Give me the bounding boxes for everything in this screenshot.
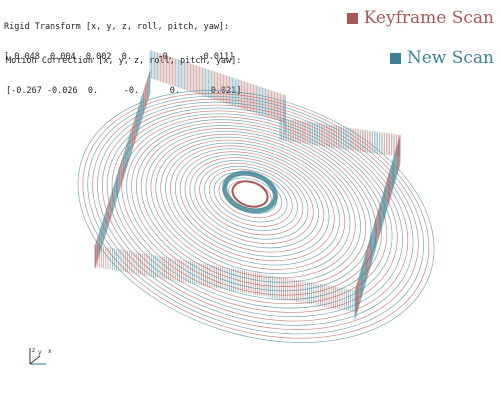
legend-new-scan: New Scan — [389, 48, 494, 68]
axis-label-z: z — [32, 347, 35, 354]
axis-label-x: x — [48, 348, 52, 355]
axes-gizmo-icon: z y x — [29, 347, 52, 365]
axis-label-y: y — [38, 349, 42, 356]
keyframe-label: Keyframe Scan — [363, 8, 494, 28]
legend-keyframe-scan: Keyframe Scan — [346, 8, 494, 28]
new-scan-swatch — [389, 52, 401, 64]
keyframe-swatch — [346, 12, 358, 24]
point-cloud — [77, 50, 435, 343]
rigid-transform-label: Rigid Transform [x, y, z, roll, pitch, y… — [4, 22, 230, 32]
new-scan-label: New Scan — [406, 48, 494, 68]
